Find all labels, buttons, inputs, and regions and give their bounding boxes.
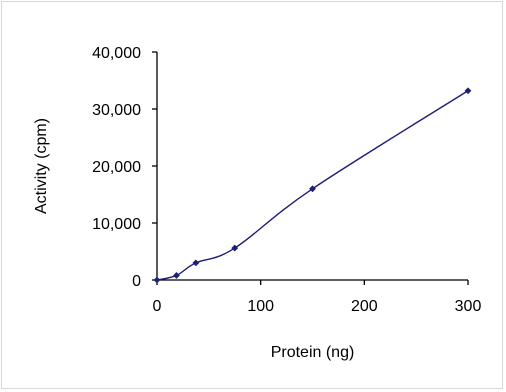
data-point-marker (153, 276, 161, 284)
y-tick-label: 30,000 (92, 102, 141, 119)
data-point-marker (173, 272, 180, 279)
x-tick-label: 100 (247, 298, 274, 315)
markers (153, 87, 472, 284)
data-point-marker (192, 259, 200, 267)
x-axis-title: Protein (ng) (271, 344, 355, 361)
data-point-marker (464, 87, 472, 95)
series-line (156, 90, 469, 281)
y-tick-label: 40,000 (92, 45, 141, 62)
x-tick-label: 300 (455, 298, 482, 315)
y-tick-label: 20,000 (92, 159, 141, 176)
data-point-marker (309, 185, 316, 193)
y-tick-label: 0 (132, 273, 141, 290)
data-point-marker (231, 244, 239, 252)
y-ticks: 0 10,000 20,000 30,000 40,000 (92, 45, 157, 290)
axes (156, 52, 468, 281)
y-tick-label: 10,000 (92, 216, 141, 233)
x-tick-label: 0 (153, 298, 162, 315)
x-tick-label: 200 (351, 298, 378, 315)
y-axis-title: Activity (cpm) (33, 118, 50, 214)
x-ticks: 0 100 200 300 (153, 280, 482, 315)
